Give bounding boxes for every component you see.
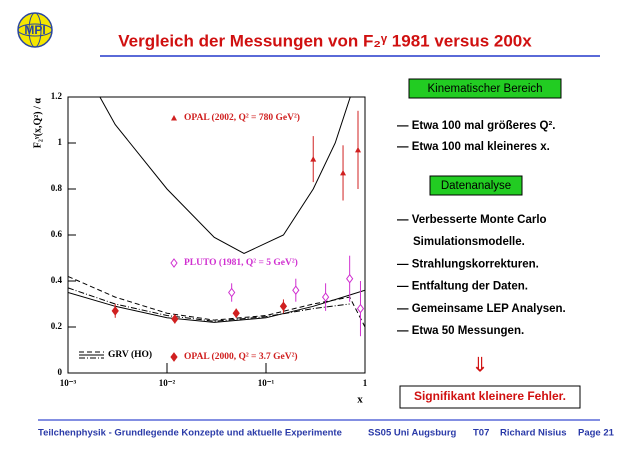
marker [355,146,362,153]
marker [346,273,354,284]
logo-text: MPI [24,23,45,37]
conclusion-box [399,385,581,409]
footer-text: Page 21 [578,428,615,439]
x-tick-label: 10⁻³ [60,378,77,388]
y-tick-label: 0 [58,367,63,377]
bullet-item: — Strahlungskorrekturen. [397,258,539,270]
bullet-item: — Etwa 50 Messungen. [397,325,524,337]
footer-text: Teilchenphysik - Grundlegende Konzepte u… [38,428,342,439]
marker [111,306,119,316]
section-box [408,78,562,99]
bullet-item: — Etwa 100 mal größeres Q². [397,120,556,132]
bullet-item: — Gemeinsame LEP Analysen. [397,303,566,315]
x-tick-label: 10⁻² [159,378,176,388]
y-axis-label: F₂ᵞ(x,Q²) / α [32,98,43,149]
section-box [429,175,523,196]
logo-orbit [28,12,42,48]
curve [68,275,365,328]
x-tick-label: 10⁻¹ [258,378,275,388]
legend-label: GRV (HO) [108,349,152,360]
bullet-item: Simulationsmodelle. [413,236,525,248]
marker [171,115,177,121]
marker [279,301,288,312]
marker [310,156,317,162]
y-tick-label: 0.4 [51,275,63,285]
bullet-item: — Entfaltung der Daten. [397,281,528,293]
legend-label: OPAL (2000, Q² = 3.7 GeV²) [184,351,298,362]
legend-label: PLUTO (1981, Q² = 5 GeV²) [184,257,298,268]
y-tick-label: 1.2 [51,91,63,101]
x-tick-label: 1 [363,378,368,388]
footer-text: Richard Nisius [500,428,567,439]
y-tick-label: 0.2 [51,321,63,331]
logo-orbit [17,23,53,37]
footer-text: SS05 Uni Augsburg [368,428,457,439]
marker [340,169,347,176]
marker [292,285,300,296]
x-axis-label: x [357,394,363,406]
footer-text: T07 [473,428,489,439]
marker [228,287,236,298]
conclusion: Signifikant kleinere Fehler. [414,389,566,403]
marker [171,314,179,324]
marker [170,258,178,268]
section-heading: Kinematischer Bereich [427,83,542,95]
y-tick-label: 0.8 [51,183,63,193]
marker [170,352,178,362]
curve [99,97,351,254]
bullet-item: — Verbesserte Monte Carlo [397,214,547,226]
arrow: ⇓ [472,354,489,376]
y-tick-label: 0.6 [51,229,63,239]
curve [68,289,365,323]
plot-frame [67,96,366,374]
marker [232,308,240,319]
marker [356,303,365,314]
title: Vergleich der Messungen von F₂ᵞ 1981 ver… [118,31,532,50]
bullet-item: — Etwa 100 mal kleineres x. [397,141,550,153]
marker [321,292,330,302]
legend-label: OPAL (2002, Q² = 780 GeV²) [184,112,300,123]
y-tick-label: 1 [58,137,63,147]
section-heading: Datenanalyse [441,180,511,192]
